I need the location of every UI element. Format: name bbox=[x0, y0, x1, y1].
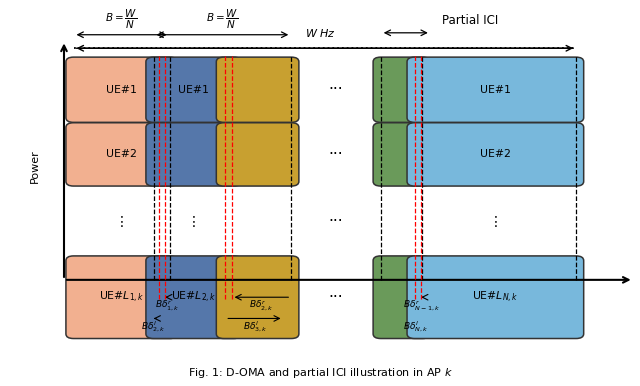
FancyBboxPatch shape bbox=[66, 57, 177, 122]
FancyBboxPatch shape bbox=[216, 57, 299, 122]
Text: $B\delta^l_{3,k}$: $B\delta^l_{3,k}$ bbox=[243, 320, 268, 334]
FancyBboxPatch shape bbox=[407, 123, 584, 186]
Text: UE#1: UE#1 bbox=[480, 85, 511, 95]
Text: UE#$L_{N,k}$: UE#$L_{N,k}$ bbox=[472, 290, 518, 305]
Text: $B=\dfrac{W}{N}$: $B=\dfrac{W}{N}$ bbox=[106, 8, 138, 31]
Text: ···: ··· bbox=[329, 147, 343, 162]
Text: $B\delta^r_{2,k}$: $B\delta^r_{2,k}$ bbox=[249, 298, 274, 312]
Text: UE#1: UE#1 bbox=[106, 85, 137, 95]
FancyBboxPatch shape bbox=[146, 57, 241, 122]
FancyBboxPatch shape bbox=[216, 123, 299, 186]
Text: ⋮: ⋮ bbox=[115, 215, 129, 229]
Text: ⋮: ⋮ bbox=[187, 215, 200, 229]
Text: UE#$L_{2,k}$: UE#$L_{2,k}$ bbox=[171, 290, 216, 305]
Text: Power: Power bbox=[30, 149, 40, 183]
FancyBboxPatch shape bbox=[373, 123, 430, 186]
Text: UE#1: UE#1 bbox=[178, 85, 209, 95]
Text: UE#$L_{1,k}$: UE#$L_{1,k}$ bbox=[99, 290, 144, 305]
Text: Partial ICI: Partial ICI bbox=[442, 14, 498, 27]
Text: $B=\dfrac{W}{N}$: $B=\dfrac{W}{N}$ bbox=[206, 8, 239, 31]
Text: $B\delta^l_{N,k}$: $B\delta^l_{N,k}$ bbox=[403, 320, 428, 334]
Text: UE#2: UE#2 bbox=[480, 149, 511, 159]
Text: UE#2: UE#2 bbox=[106, 149, 137, 159]
Text: ···: ··· bbox=[329, 290, 343, 305]
Text: $B\delta^r_{N-1,k}$: $B\delta^r_{N-1,k}$ bbox=[403, 298, 440, 312]
Text: $W$ Hz: $W$ Hz bbox=[305, 27, 335, 39]
FancyBboxPatch shape bbox=[373, 57, 430, 122]
FancyBboxPatch shape bbox=[373, 256, 430, 339]
FancyBboxPatch shape bbox=[66, 123, 177, 186]
Text: $B\delta^r_{1,k}$: $B\delta^r_{1,k}$ bbox=[155, 298, 180, 312]
Text: ···: ··· bbox=[329, 82, 343, 97]
FancyBboxPatch shape bbox=[146, 256, 241, 339]
FancyBboxPatch shape bbox=[66, 256, 177, 339]
Text: Fig. 1: D-OMA and partial ICI illustration in AP $k$: Fig. 1: D-OMA and partial ICI illustrati… bbox=[188, 366, 452, 380]
FancyBboxPatch shape bbox=[407, 256, 584, 339]
Text: $B\delta^l_{2,k}$: $B\delta^l_{2,k}$ bbox=[141, 320, 165, 334]
Text: ⋮: ⋮ bbox=[488, 215, 502, 229]
FancyBboxPatch shape bbox=[216, 256, 299, 339]
FancyBboxPatch shape bbox=[407, 57, 584, 122]
Text: ···: ··· bbox=[329, 215, 343, 229]
FancyBboxPatch shape bbox=[146, 123, 241, 186]
